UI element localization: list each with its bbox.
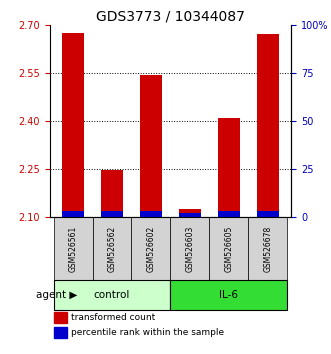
Bar — [140, 211, 162, 217]
Text: GSM526562: GSM526562 — [108, 226, 117, 272]
Bar — [62, 33, 84, 217]
Bar — [101, 170, 123, 217]
Text: percentile rank within the sample: percentile rank within the sample — [71, 328, 224, 337]
Text: GSM526678: GSM526678 — [263, 226, 272, 272]
Bar — [55, 312, 67, 324]
FancyBboxPatch shape — [248, 217, 287, 280]
Bar — [55, 327, 67, 338]
Bar — [179, 209, 201, 217]
Bar — [257, 34, 279, 217]
Text: agent ▶: agent ▶ — [36, 290, 77, 300]
Bar — [257, 211, 279, 217]
FancyBboxPatch shape — [54, 280, 170, 310]
FancyBboxPatch shape — [170, 280, 287, 310]
Title: GDS3773 / 10344087: GDS3773 / 10344087 — [96, 10, 245, 24]
Bar — [101, 211, 123, 217]
Bar — [218, 118, 240, 217]
Bar — [62, 211, 84, 217]
FancyBboxPatch shape — [54, 217, 93, 280]
Text: IL-6: IL-6 — [219, 290, 238, 300]
Text: GSM526561: GSM526561 — [69, 226, 77, 272]
FancyBboxPatch shape — [93, 217, 131, 280]
Text: GSM526603: GSM526603 — [185, 225, 194, 272]
Text: GSM526605: GSM526605 — [224, 225, 233, 272]
FancyBboxPatch shape — [170, 217, 210, 280]
Bar — [218, 211, 240, 217]
Text: GSM526602: GSM526602 — [147, 226, 156, 272]
Text: transformed count: transformed count — [71, 313, 156, 322]
Bar — [140, 75, 162, 217]
FancyBboxPatch shape — [210, 217, 248, 280]
Text: control: control — [94, 290, 130, 300]
Bar — [179, 212, 201, 217]
FancyBboxPatch shape — [131, 217, 170, 280]
